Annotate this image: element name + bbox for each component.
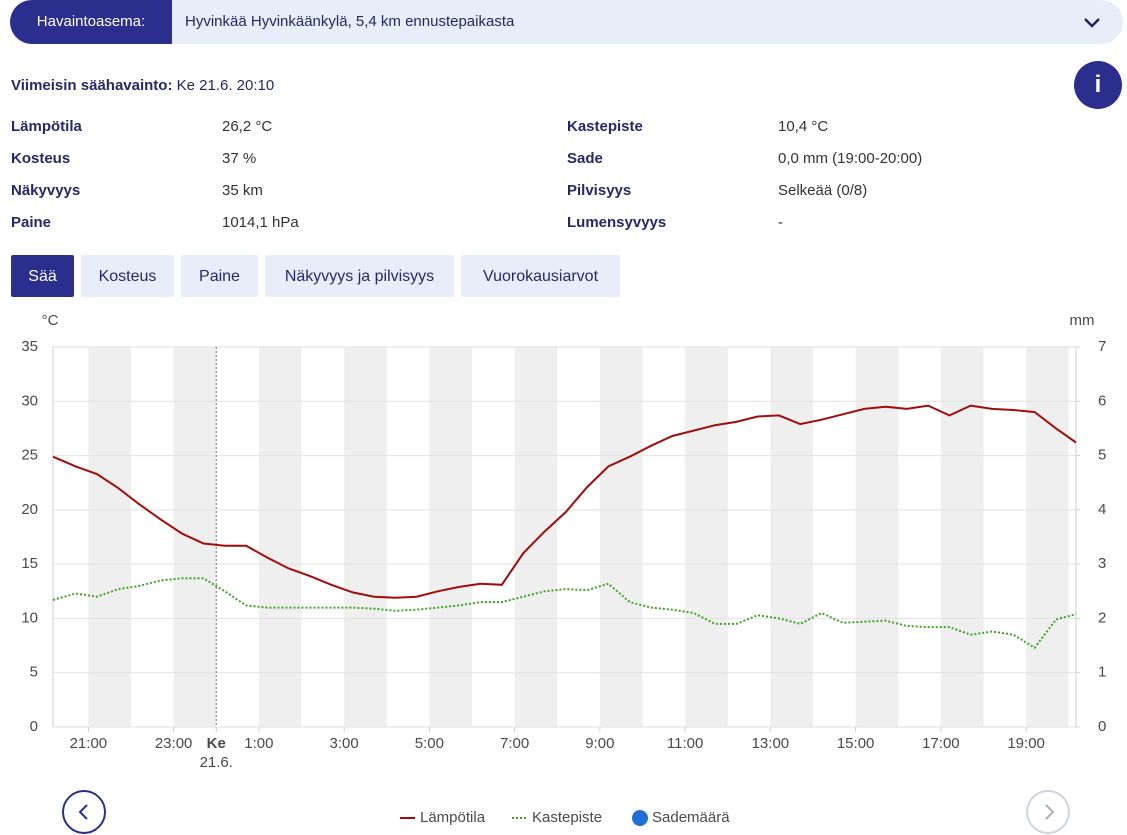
x-tick-label: 11:00 bbox=[667, 735, 703, 752]
y-tick-label: 30 bbox=[21, 392, 38, 409]
station-value: Hyvinkää Hyvinkäänkylä, 5,4 km ennustepa… bbox=[185, 13, 515, 30]
observation-value: Selkeää (0/8) bbox=[778, 182, 868, 199]
y2-tick-label: 2 bbox=[1098, 609, 1106, 626]
y2-tick-label: 0 bbox=[1098, 718, 1106, 735]
y2-tick-label: 4 bbox=[1098, 501, 1106, 518]
hour-stripe bbox=[514, 347, 558, 727]
y-tick-label: 20 bbox=[21, 501, 38, 518]
legend-marker bbox=[632, 810, 648, 826]
tab[interactable]: Sää bbox=[11, 255, 74, 297]
tab[interactable]: Vuorokausiarvot bbox=[461, 255, 620, 297]
observation-label: Kosteus bbox=[11, 150, 71, 167]
observation-value: 1014,1 hPa bbox=[222, 214, 299, 231]
y2-tick-label: 3 bbox=[1098, 555, 1106, 572]
observation-value: 37 % bbox=[222, 150, 257, 167]
observation-label: Lumensyvyys bbox=[567, 214, 667, 231]
x-tick-label: 9:00 bbox=[585, 735, 614, 752]
observation-label: Lämpötila bbox=[11, 118, 82, 135]
next-button[interactable] bbox=[1026, 790, 1070, 834]
x-tick-label: 23:00 bbox=[155, 735, 193, 752]
hour-stripe bbox=[258, 347, 302, 727]
latest-label: Viimeisin säähavainto: bbox=[11, 77, 173, 94]
prev-icon bbox=[78, 804, 88, 820]
x-tick-label: 3:00 bbox=[330, 735, 359, 752]
x-tick-label: 1:00 bbox=[244, 735, 273, 752]
hour-stripe bbox=[88, 347, 132, 727]
prev-button[interactable] bbox=[62, 790, 106, 834]
x-tick-label: 19:00 bbox=[1007, 735, 1045, 752]
hour-stripe bbox=[855, 347, 899, 727]
series-line bbox=[52, 404, 1077, 599]
y2-tick-label: 7 bbox=[1098, 338, 1106, 355]
observation-value: 26,2 °C bbox=[222, 118, 273, 135]
hour-stripe bbox=[344, 347, 387, 727]
x-tick-label: 13:00 bbox=[752, 735, 790, 752]
hour-stripe bbox=[599, 347, 643, 727]
chevron-icon bbox=[1084, 18, 1100, 28]
y-tick-label: 0 bbox=[30, 718, 38, 735]
y2-tick-label: 1 bbox=[1098, 664, 1106, 681]
tab[interactable]: Kosteus bbox=[81, 255, 174, 297]
x-tick-label: 21:00 bbox=[70, 735, 108, 752]
latest-observation: Viimeisin säähavainto: Ke 21.6. 20:10 bbox=[11, 77, 274, 94]
next-icon bbox=[1045, 804, 1055, 820]
tab[interactable]: Paine bbox=[181, 255, 258, 297]
station-label: Havaintoasema: bbox=[10, 0, 172, 44]
observation-value: 35 km bbox=[222, 182, 263, 199]
chart: °C mm 0 5 10 15 20 25 30 35 0 1 2 3 4 5 6 7 21:00 23:00 Ke 21… bbox=[21, 312, 1106, 826]
hour-stripe bbox=[1026, 347, 1069, 727]
observation-label: Pilvisyys bbox=[567, 182, 632, 199]
y-tick-label: 5 bbox=[30, 664, 38, 681]
legend-label: Kastepiste bbox=[532, 809, 602, 826]
station-dropdown[interactable]: Havaintoasema: Hyvinkää Hyvinkäänkylä, 5… bbox=[10, 0, 1123, 44]
observation-label: Kastepiste bbox=[567, 118, 643, 135]
y-unit: °C bbox=[42, 312, 59, 329]
x-tick-label: Ke bbox=[207, 735, 226, 752]
x-tick-label: 5:00 bbox=[415, 735, 444, 752]
x-tick-sublabel: 21.6. bbox=[200, 754, 233, 771]
observation-label: Sade bbox=[567, 150, 603, 167]
latest-value: Ke 21.6. 20:10 bbox=[176, 77, 275, 94]
hour-stripe bbox=[685, 347, 728, 727]
y-tick-label: 35 bbox=[21, 338, 38, 355]
observation-value: 0,0 mm (19:00-20:00) bbox=[778, 150, 923, 167]
tab[interactable]: Näkyvyys ja pilvisyys bbox=[265, 255, 454, 297]
hour-stripe bbox=[429, 347, 473, 727]
observation-label: Paine bbox=[11, 214, 52, 231]
y2-tick-label: 5 bbox=[1098, 447, 1106, 464]
observation-value: - bbox=[778, 214, 783, 231]
y2-tick-label: 6 bbox=[1098, 392, 1106, 409]
hour-stripe bbox=[173, 347, 217, 727]
info-button[interactable]: i bbox=[1074, 61, 1122, 109]
hour-stripe bbox=[770, 347, 814, 727]
y-tick-label: 10 bbox=[21, 609, 38, 626]
legend-label: Sademäärä bbox=[652, 809, 730, 826]
y-tick-label: 15 bbox=[21, 555, 38, 572]
x-tick-label: 7:00 bbox=[500, 735, 529, 752]
y-tick-label: 25 bbox=[21, 447, 38, 464]
y2-unit: mm bbox=[1070, 312, 1095, 329]
x-tick-label: 17:00 bbox=[922, 735, 960, 752]
hour-stripe bbox=[940, 347, 984, 727]
legend-label: Lämpötila bbox=[420, 809, 486, 826]
x-tick-label: 15:00 bbox=[837, 735, 875, 752]
observation-label: Näkyvyys bbox=[11, 182, 81, 199]
observation-value: 10,4 °C bbox=[778, 118, 829, 135]
